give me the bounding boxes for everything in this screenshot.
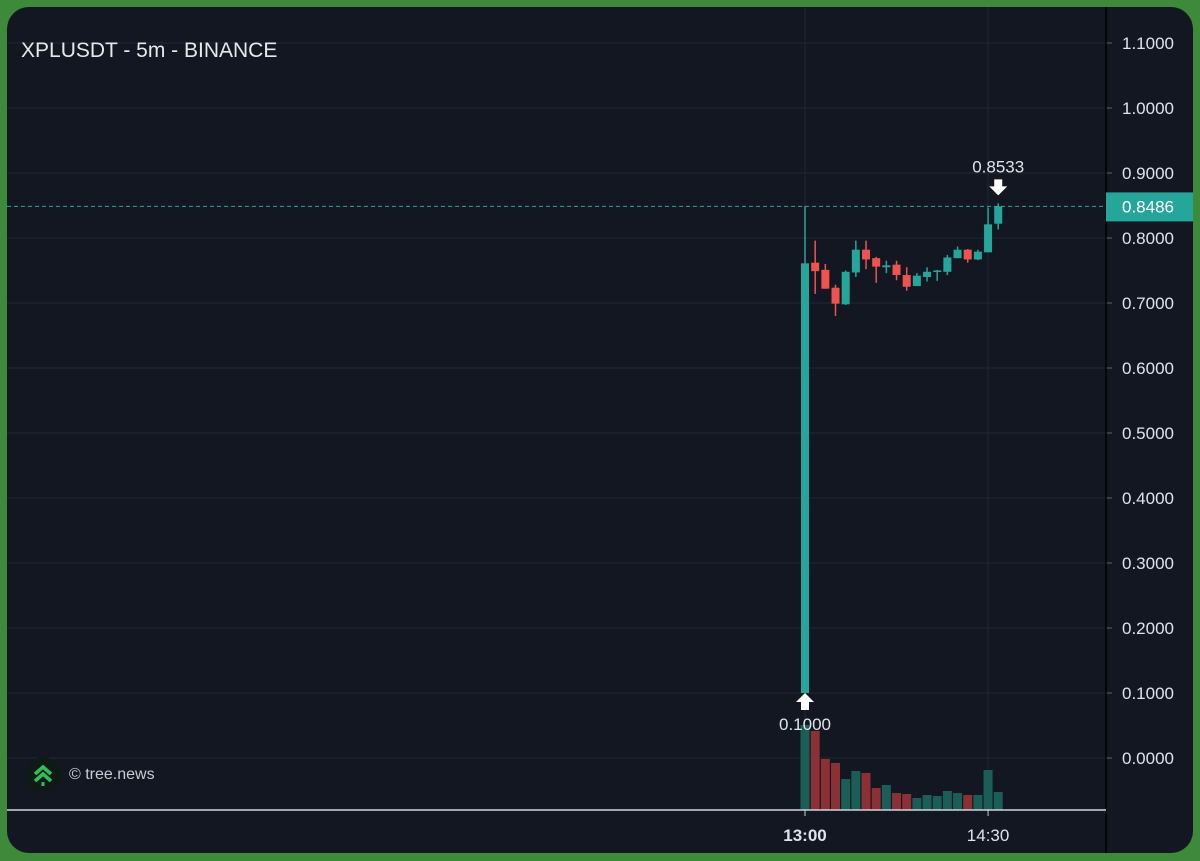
candle-body xyxy=(811,262,820,272)
candle-body xyxy=(882,265,891,268)
y-tick-label: 0.0000 xyxy=(1122,749,1174,768)
brand-text: © tree.news xyxy=(69,766,155,783)
y-tick-label: 0.2000 xyxy=(1122,619,1174,638)
candle-body xyxy=(984,224,993,253)
candle-body xyxy=(841,271,850,305)
candle-body xyxy=(831,287,840,304)
volume-bar xyxy=(810,731,820,810)
last-price-badge xyxy=(1106,192,1193,222)
candle-body xyxy=(963,249,972,260)
volume-bar xyxy=(892,793,902,810)
volume-bar xyxy=(922,795,932,810)
candle-body xyxy=(872,258,881,267)
candlestick-chart[interactable]: 0.0000 0.1000 0.2000 0.3000 0.4000 0.5000 0.60… xyxy=(7,7,1193,853)
candle-body xyxy=(912,275,921,287)
y-tick-label: 0.1000 xyxy=(1122,684,1174,703)
volume-bar xyxy=(902,794,912,810)
chart-panel: 0.0000 0.1000 0.2000 0.3000 0.4000 0.5000 0.60… xyxy=(7,7,1193,853)
y-tick-label: 0.3000 xyxy=(1122,554,1174,573)
y-tick-label: 1.0000 xyxy=(1122,99,1174,118)
y-tick-label: 0.4000 xyxy=(1122,489,1174,508)
volume-bar xyxy=(993,792,1003,810)
volume-bar xyxy=(932,796,942,810)
candle-body xyxy=(851,249,860,273)
candle-body xyxy=(994,206,1003,224)
x-tick-label: 13:00 xyxy=(783,826,826,845)
y-tick-label: 0.7000 xyxy=(1122,294,1174,313)
candle-body xyxy=(862,249,871,260)
volume-bar xyxy=(963,795,973,810)
arrow-down-icon xyxy=(989,179,1008,196)
candle-body xyxy=(801,263,809,693)
chart-title: XPLUSDT - 5m - BINANCE xyxy=(21,39,278,62)
volume-bar xyxy=(861,773,871,810)
candle-body xyxy=(902,275,911,287)
volume-bar xyxy=(841,779,851,810)
arrow-up-icon xyxy=(796,693,814,710)
candle-body xyxy=(892,264,901,276)
last-price-label: 0.8486 xyxy=(1122,197,1174,216)
volume-bar xyxy=(800,725,810,810)
volume-bar xyxy=(820,759,830,810)
y-tick-label: 0.9000 xyxy=(1122,164,1174,183)
candle-body xyxy=(933,270,942,272)
low-annotation: 0.1000 xyxy=(779,715,831,734)
volume-bar xyxy=(871,788,881,810)
volume-bar xyxy=(851,771,861,810)
volume-bar xyxy=(942,791,952,810)
volume-bar xyxy=(953,793,963,810)
candle-body xyxy=(973,251,982,260)
volume-bar xyxy=(912,798,922,810)
high-annotation: 0.8533 xyxy=(972,157,1024,176)
volume-bar xyxy=(881,785,891,810)
volume-bar xyxy=(831,763,841,810)
y-tick-label: 1.1000 xyxy=(1122,34,1174,53)
candle-body xyxy=(923,271,932,277)
y-tick-label: 0.6000 xyxy=(1122,359,1174,378)
candle-body xyxy=(821,269,830,289)
volume-bar xyxy=(983,770,993,810)
volume-bar xyxy=(973,795,983,810)
tree-chevrons-icon xyxy=(25,757,61,793)
brand-watermark: © tree.news xyxy=(25,757,155,793)
candle-body xyxy=(943,257,952,272)
candle-body xyxy=(953,249,962,259)
x-tick-label: 14:30 xyxy=(967,826,1010,845)
y-tick-label: 0.8000 xyxy=(1122,229,1174,248)
y-tick-label: 0.5000 xyxy=(1122,424,1174,443)
